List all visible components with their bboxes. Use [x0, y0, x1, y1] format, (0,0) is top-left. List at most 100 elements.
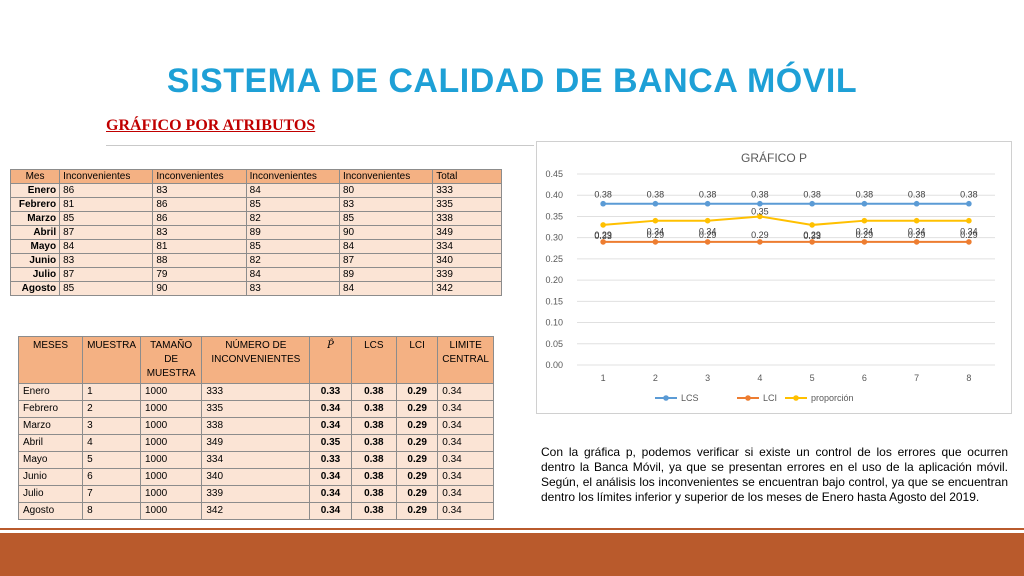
table-cell: 0.29 — [396, 468, 439, 486]
data-label: 0.38 — [699, 190, 717, 200]
column-header: LCS — [350, 336, 398, 384]
slide-subtitle: GRÁFICO POR ATRIBUTOS — [106, 117, 316, 134]
table-row: Junio 83 88 82 87 340 — [9, 253, 502, 268]
table-cell: 0.38 — [350, 451, 398, 469]
table-cell: 349 — [201, 434, 311, 452]
data-label: 0.33 — [803, 231, 821, 241]
data-label: 0.38 — [856, 190, 874, 200]
table-cell: 335 — [201, 400, 311, 418]
column-header: LIMITE CENTRAL — [437, 336, 494, 384]
table-cell: 0.38 — [350, 400, 398, 418]
y-tick-label: 0.20 — [545, 275, 563, 285]
data-point — [861, 239, 868, 245]
legend-label: LCI — [763, 393, 777, 403]
table-cell: 82 — [245, 253, 340, 268]
x-tick-label: 7 — [914, 373, 919, 383]
data-point — [704, 217, 711, 224]
table-cell: 89 — [338, 267, 434, 282]
table-cell: 87 — [59, 267, 154, 282]
table-cell: 87 — [59, 225, 154, 240]
table-cell: Junio — [17, 468, 84, 486]
table-header-row: Mes Inconvenientes Inconvenientes Inconveni… — [9, 169, 502, 184]
legend-marker — [793, 395, 799, 401]
data-point — [913, 217, 920, 224]
table-cell: 334 — [201, 451, 311, 469]
y-tick-label: 0.35 — [545, 211, 563, 221]
table-cell: 2 — [82, 400, 141, 418]
table-cell: 0.34 — [437, 485, 494, 503]
table-cell: 3 — [82, 417, 141, 435]
table-cell: Agosto — [17, 502, 84, 520]
table-cell: 0.34 — [437, 434, 494, 452]
data-label: 0.29 — [751, 230, 769, 240]
table-cell: 89 — [245, 225, 340, 240]
table-cell: 83 — [338, 197, 434, 212]
data-point — [809, 200, 815, 207]
data-label: 0.29 — [699, 230, 717, 240]
legend-marker — [663, 395, 669, 401]
data-label: 0.38 — [803, 190, 821, 200]
table-row: Julio 87 79 84 89 339 — [9, 267, 502, 282]
y-tick-label: 0.25 — [545, 254, 563, 264]
table-header-row: MESES MUESTRA TAMAÑO DE MUESTRA NÚMERO DE I… — [17, 336, 494, 384]
y-tick-label: 0.45 — [545, 169, 563, 179]
table-cell: 0.38 — [350, 502, 398, 520]
table-row: Mayo 84 81 85 84 334 — [9, 239, 502, 254]
data-point — [652, 200, 659, 207]
table-cell: Marzo — [17, 417, 84, 435]
data-label: 0.38 — [647, 190, 665, 200]
data-label: 0.38 — [751, 190, 769, 200]
table-cell: 1000 — [139, 383, 203, 401]
table-cell: 1 — [82, 383, 141, 401]
table-cell: 81 — [152, 239, 247, 254]
table-row: Mayo 5 1000 334 0.33 0.38 0.29 0.34 — [17, 451, 494, 469]
table-row: Abril 4 1000 349 0.35 0.38 0.29 0.34 — [17, 434, 494, 452]
table-row: Febrero 2 1000 335 0.34 0.38 0.29 0.34 — [17, 400, 494, 418]
data-point — [809, 239, 815, 245]
table-cell: 340 — [201, 468, 311, 486]
table-cell: Abril — [17, 434, 84, 452]
table-cell: 84 — [245, 183, 340, 198]
table-cell: 1000 — [139, 451, 203, 469]
table-cell: 0.34 — [309, 502, 352, 520]
inconvenientes-table: Mes Inconvenientes Inconvenientes Inconveni… — [9, 169, 502, 296]
table-cell: 0.29 — [396, 451, 439, 469]
table-cell: 85 — [59, 211, 154, 226]
table-cell: 335 — [432, 197, 502, 212]
data-label: 0.29 — [856, 230, 874, 240]
table-cell: 85 — [338, 211, 434, 226]
data-label: 0.29 — [803, 230, 821, 240]
x-tick-label: 4 — [757, 373, 762, 383]
table-cell: 0.38 — [350, 417, 398, 435]
table-cell: 6 — [82, 468, 141, 486]
data-point — [913, 239, 920, 245]
data-point — [966, 239, 972, 245]
table-cell: 349 — [432, 225, 502, 240]
table-cell: 342 — [432, 281, 502, 296]
table-cell: 340 — [432, 253, 502, 268]
table-cell: 8 — [82, 502, 141, 520]
table-cell: 1000 — [139, 502, 203, 520]
data-point — [966, 217, 972, 224]
table-row: Agosto 85 90 83 84 342 — [9, 281, 502, 296]
legend-label: LCS — [681, 393, 699, 403]
data-label: 0.38 — [594, 190, 612, 200]
table-cell: 83 — [152, 183, 247, 198]
table-cell: 0.29 — [396, 485, 439, 503]
table-cell: Marzo — [9, 211, 61, 226]
table-cell: 79 — [152, 267, 247, 282]
data-label: 0.34 — [647, 227, 665, 237]
x-tick-label: 1 — [601, 373, 606, 383]
data-label: 0.29 — [908, 230, 926, 240]
p-chart: GRÁFICO P 0.00 0.05 0.10 0.15 0.20 0.25 0.30 0.3… — [536, 141, 1012, 414]
table-cell: Julio — [9, 267, 61, 282]
table-cell: 85 — [59, 281, 154, 296]
x-tick-label: 3 — [705, 373, 710, 383]
table-cell: 0.33 — [309, 383, 352, 401]
y-tick-label: 0.40 — [545, 190, 563, 200]
data-label: 0.35 — [751, 206, 769, 216]
column-header: MUESTRA — [82, 336, 141, 384]
table-cell: 86 — [152, 197, 247, 212]
data-point — [652, 239, 659, 245]
table-cell: 5 — [82, 451, 141, 469]
